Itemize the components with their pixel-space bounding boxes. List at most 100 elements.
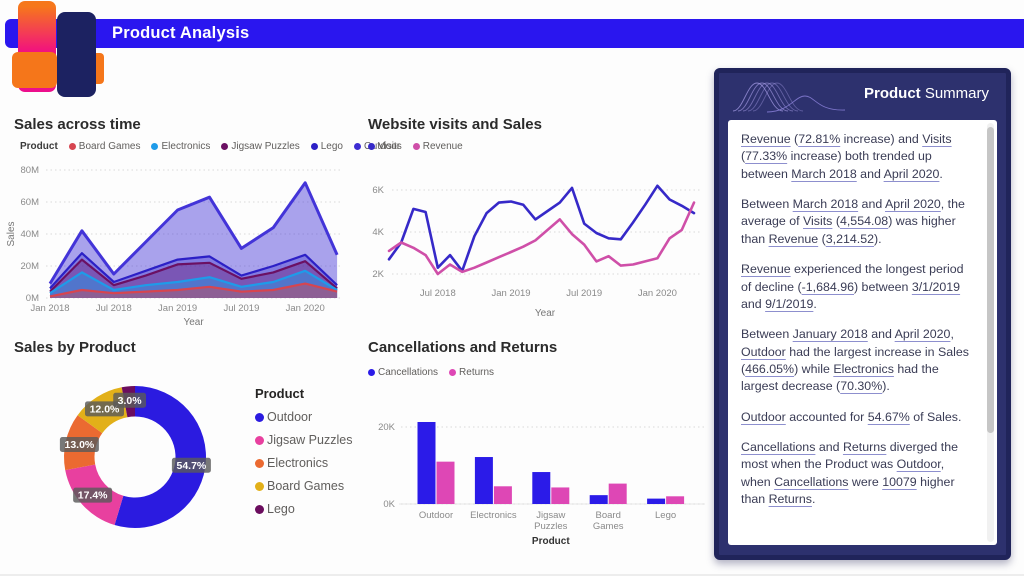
axis-tick-label: 20M <box>21 261 40 272</box>
legend-item-outdoor[interactable]: Outdoor <box>255 410 352 424</box>
legend-dot <box>412 143 420 150</box>
area-line-board-games[interactable] <box>49 282 338 298</box>
product-summary-panel: Product Summary Revenue (72.81% increase… <box>714 68 1011 560</box>
sales-across-time-chart[interactable]: 0M 20M 40M 60M 80M Jan 2018 Jul 2018 Jan 2019 Ju… <box>4 158 350 330</box>
donut-label-electronics: 13.0% <box>64 439 94 451</box>
legend-item-returns[interactable]: Returns <box>449 367 494 378</box>
area-line-outdoor[interactable] <box>48 181 339 285</box>
summary-scrollbar-thumb[interactable] <box>987 127 994 433</box>
axis-tick-label: Board <box>596 510 621 521</box>
line-series-visits[interactable] <box>387 184 696 273</box>
legend-dot <box>255 504 264 514</box>
axis-tick-label: Jan 2019 <box>491 288 530 299</box>
donut-label-bg <box>113 392 147 408</box>
legend-sales-across-time: Product Board Games Electronics Jigsaw Puzz… <box>20 141 400 152</box>
bar-cancellations-jigsaw-puzzles[interactable] <box>532 472 551 504</box>
legend-item-lego[interactable]: Lego <box>255 502 352 516</box>
summary-paragraph: Revenue (72.81% increase) and Visits (77… <box>741 132 952 181</box>
summary-paragraph: Between January 2018 and April 2020, Out… <box>741 327 969 394</box>
donut-label-outdoor: 54.7% <box>176 460 206 472</box>
axis-tick-label: Jan 2020 <box>286 303 325 314</box>
axis-tick-label: Games <box>593 521 624 532</box>
legend-item-jigsaw-puzzles[interactable]: Jigsaw Puzzles <box>221 141 300 152</box>
axis-tick-label: Jan 2020 <box>638 288 677 299</box>
axis-tick-label: 0M <box>26 293 39 304</box>
legend-website-visits: Visits Revenue <box>368 141 463 152</box>
bar-cancellations-lego[interactable] <box>647 498 666 504</box>
summary-paragraph: Between March 2018 and April 2020, the a… <box>741 197 965 246</box>
legend-dot <box>221 143 229 150</box>
legend-dot <box>255 481 264 491</box>
axis-tick-label: 80M <box>21 165 40 176</box>
axis-tick-label: 2K <box>372 269 384 280</box>
donut-slice-outdoor[interactable] <box>114 386 206 528</box>
legend-item-lego[interactable]: Lego <box>310 141 343 152</box>
logo-navy-block <box>57 12 96 97</box>
axis-tick-label: Jigsaw <box>536 510 565 521</box>
donut-label-bg <box>171 457 211 473</box>
chart-title-sales-by-product: Sales by Product <box>14 339 136 356</box>
legend-dot <box>310 143 318 150</box>
area-line-jigsaw-puzzles[interactable] <box>49 258 338 293</box>
axis-tick-label: Puzzles <box>534 521 568 532</box>
area-line-electronics[interactable] <box>49 269 338 295</box>
chart-title-sales-across-time: Sales across time <box>14 116 141 133</box>
bar-returns-outdoor[interactable] <box>436 461 455 504</box>
area-line-lego[interactable] <box>49 252 338 290</box>
axis-tick-label: Jul 2018 <box>420 288 456 299</box>
bar-returns-electronics[interactable] <box>493 486 512 504</box>
bottom-progress-strip <box>0 574 1024 576</box>
donut-label-board-games: 12.0% <box>90 403 120 415</box>
axis-tick-label: 20K <box>378 422 396 433</box>
legend-item-jigsaw-puzzles[interactable]: Jigsaw Puzzles <box>255 433 352 447</box>
axis-tick-label: 6K <box>372 185 384 196</box>
summary-scrollbar-track[interactable] <box>987 123 994 542</box>
summary-paragraph: Revenue experienced the longest period o… <box>741 262 964 311</box>
legend-dot <box>255 412 264 422</box>
logo-orange-block <box>12 52 57 88</box>
axis-tick-label: Electronics <box>470 510 517 521</box>
area-fill-lego[interactable] <box>50 253 338 298</box>
legend-item-cancellations[interactable]: Cancellations <box>368 367 438 378</box>
summary-paragraph: Cancellations and Returns diverged the m… <box>741 440 958 507</box>
sales-by-product-chart[interactable]: 54.7% 17.4% 13.0% 12.0%3.0% <box>48 370 224 546</box>
bar-returns-jigsaw-puzzles[interactable] <box>551 487 570 504</box>
legend-item-electronics[interactable]: Electronics <box>255 456 352 470</box>
donut-label-bg <box>59 436 99 452</box>
chart-title-cancellations-and-returns: Cancellations and Returns <box>368 339 558 356</box>
summary-title: Product Summary <box>863 85 989 102</box>
summary-paragraph: Outdoor accounted for 54.67% of Sales. <box>741 409 962 424</box>
chart-title-website-visits-and-sales: Website visits and Sales <box>368 116 542 133</box>
legend-item-visits[interactable]: Visits <box>368 141 402 152</box>
website-visits-and-sales-chart[interactable]: 2K 4K 6K Jul 2018 Jan 2019 Jul 2019 Jan 2020 Ye… <box>362 158 710 330</box>
bar-cancellations-board-games[interactable] <box>589 495 608 504</box>
legend-cancellations-returns: Cancellations Returns <box>368 367 494 378</box>
legend-item-electronics[interactable]: Electronics <box>151 141 210 152</box>
legend-title: Product <box>255 386 305 401</box>
legend-item-outdoor[interactable]: Outdoor <box>354 141 400 152</box>
legend-dot <box>354 143 361 150</box>
bar-returns-board-games[interactable] <box>608 483 627 504</box>
legend-dot <box>368 143 375 150</box>
area-fill-board-games[interactable] <box>50 283 338 298</box>
legend-item-revenue[interactable]: Revenue <box>412 141 463 152</box>
legend-item-board-games[interactable]: Board Games <box>255 479 352 493</box>
legend-item-board-games[interactable]: Board Games <box>68 141 140 152</box>
bar-cancellations-electronics[interactable] <box>474 457 493 504</box>
axis-tick-label: Jul 2019 <box>566 288 602 299</box>
summary-card: Revenue (72.81% increase) and Visits (77… <box>728 120 997 545</box>
axis-tick-label: 40M <box>21 229 40 240</box>
bar-returns-lego[interactable] <box>666 496 685 504</box>
wave-graphic <box>732 82 846 113</box>
legend-dot <box>151 143 159 150</box>
bar-cancellations-outdoor[interactable] <box>417 421 436 504</box>
line-series-revenue[interactable] <box>387 201 696 276</box>
axis-tick-label: 60M <box>21 197 40 208</box>
axis-tick-label: Jul 2019 <box>223 303 259 314</box>
axis-tick-label: Jul 2018 <box>96 303 132 314</box>
axis-tick-label: Jan 2019 <box>158 303 197 314</box>
legend-dot <box>255 458 264 468</box>
header-bar: Product Analysis <box>5 19 1024 48</box>
